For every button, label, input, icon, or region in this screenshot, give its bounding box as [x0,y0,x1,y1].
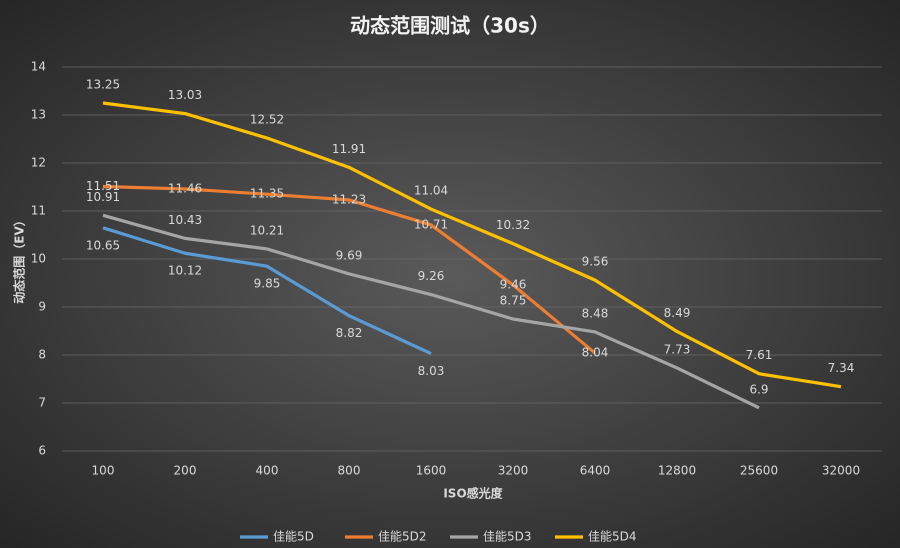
data-label: 7.61 [746,348,773,362]
y-tick-label: 10 [31,252,46,266]
data-label: 8.48 [582,306,609,320]
x-tick-label: 32000 [822,464,860,478]
data-label: 11.91 [332,142,366,156]
data-label: 10.32 [496,218,530,232]
x-tick-label: 12800 [658,464,696,478]
x-tick-label: 100 [92,464,115,478]
data-label: 10.65 [86,238,120,252]
data-label: 10.12 [168,264,202,278]
data-label: 8.03 [418,364,445,378]
data-label: 8.04 [582,346,609,360]
y-tick-label: 12 [31,156,46,170]
data-label: 8.82 [336,326,363,340]
data-label: 11.51 [86,179,120,193]
data-label: 6.9 [749,382,768,396]
x-tick-label: 25600 [740,464,778,478]
data-label: 9.69 [336,248,363,262]
y-tick-label: 7 [38,396,46,410]
y-tick-label: 11 [31,204,46,218]
data-label: 9.26 [418,269,445,283]
y-tick-label: 13 [31,108,46,122]
data-label: 10.71 [414,217,448,231]
legend-label: 佳能5D3 [483,530,532,544]
legend-label: 佳能5D2 [378,530,427,544]
data-label: 7.34 [828,361,855,375]
series-line [102,226,432,356]
data-label: 8.49 [664,306,691,320]
data-label: 13.03 [168,88,202,102]
legend-label: 佳能5D [273,530,314,544]
x-tick-label: 1600 [416,464,447,478]
legend-label: 佳能5D4 [588,530,637,544]
y-axis-label: 动态范围（EV） [12,214,27,304]
y-tick-label: 14 [31,60,46,74]
y-tick-label: 6 [38,444,46,458]
chart-title: 动态范围测试（30s） [350,14,550,38]
x-tick-label: 200 [174,464,197,478]
x-tick-label: 800 [338,464,361,478]
data-label: 11.04 [414,184,448,198]
x-tick-label: 3200 [498,464,529,478]
series-line [102,101,842,389]
y-tick-label: 8 [38,348,46,362]
data-label: 12.52 [250,113,284,127]
data-label: 9.56 [582,255,609,269]
y-tick-label: 9 [38,300,46,314]
data-label: 13.25 [86,78,120,92]
data-label: 9.85 [254,277,281,291]
data-label: 9.46 [500,277,527,291]
series-line [102,213,760,410]
data-label: 8.75 [500,294,527,308]
x-tick-label: 400 [256,464,279,478]
data-label: 11.23 [332,192,366,206]
data-label: 11.35 [250,187,284,201]
data-label: 11.46 [168,181,202,195]
data-label: 10.21 [250,223,284,237]
data-label: 10.91 [86,190,120,204]
data-label: 10.43 [168,213,202,227]
data-label: 7.73 [664,342,691,356]
x-axis-label: ISO感光度 [443,486,503,501]
series-line [102,184,597,355]
x-tick-label: 6400 [580,464,611,478]
